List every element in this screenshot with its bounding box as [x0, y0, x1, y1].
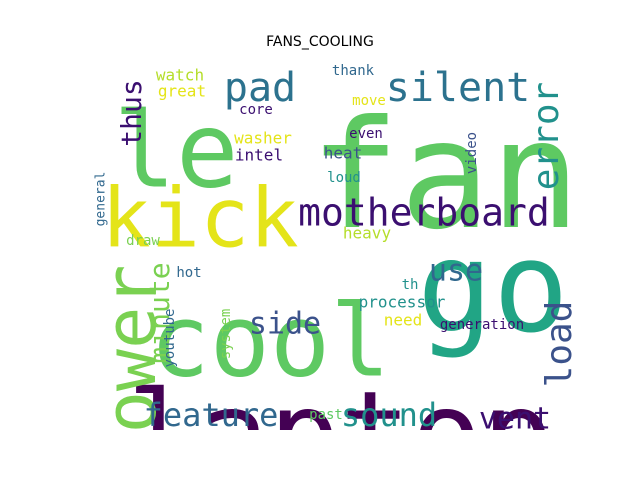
word-motherboard: motherboard	[298, 191, 550, 235]
word-even: even	[349, 126, 383, 142]
word-video: video	[464, 132, 480, 174]
word-past: past	[309, 407, 343, 423]
word-washer: washer	[234, 129, 292, 148]
word-intel: intel	[235, 146, 283, 165]
word-draw: draw	[126, 233, 160, 249]
word-cool: cool	[150, 282, 391, 399]
word-thus: thus	[115, 79, 148, 146]
word-heat: heat	[324, 144, 363, 163]
word-minute: minute	[143, 262, 176, 363]
word-load: load	[539, 301, 576, 388]
word-power: power	[90, 265, 172, 430]
word-use: use	[429, 254, 483, 289]
word-loud: loud	[327, 170, 361, 186]
word-youtube: youtube	[162, 308, 178, 367]
word-move: move	[352, 93, 386, 109]
word-th: th	[402, 277, 419, 293]
word-error: error	[526, 82, 567, 190]
word-sound: sound	[341, 396, 437, 430]
word-thank: thank	[332, 63, 375, 79]
word-laptop: laptop	[127, 365, 553, 430]
word-core: core	[239, 102, 273, 118]
word-kick: kick	[101, 171, 298, 266]
word-need: need	[384, 311, 423, 330]
word-general: general	[94, 172, 109, 227]
word-vent: vent	[479, 402, 551, 431]
word-silent: silent	[386, 65, 531, 111]
word-heavy: heavy	[343, 224, 392, 243]
word-hot: hot	[176, 265, 201, 281]
word-watch: watch	[156, 66, 204, 85]
word-processor: processor	[359, 293, 446, 312]
word-go: go	[417, 214, 569, 361]
word-le: le	[113, 89, 238, 211]
word-side: side	[249, 307, 321, 342]
word-pad: pad	[224, 65, 296, 111]
word-feature: feature	[144, 396, 279, 430]
word-system: system	[218, 309, 234, 360]
chart-title: FANS_COOLING	[266, 34, 374, 50]
word-great: great	[158, 82, 206, 101]
word-fan: fan	[310, 89, 576, 263]
word-generation: generation	[440, 317, 524, 333]
